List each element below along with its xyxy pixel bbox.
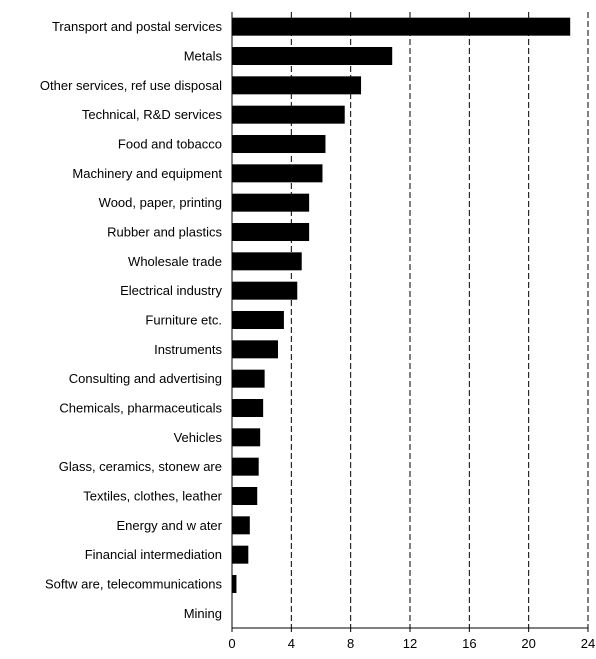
x-tick-label: 8 [347, 636, 354, 651]
bar [232, 135, 326, 153]
gridlines [290, 12, 589, 628]
bar [232, 17, 571, 36]
bar [232, 105, 345, 124]
category-labels: Transport and postal services Metals Other… [40, 19, 223, 621]
x-tick-label: 16 [462, 636, 476, 651]
bar [232, 47, 393, 65]
category-label: Electrical industry [120, 283, 222, 298]
x-tick-label: 12 [403, 636, 417, 651]
category-label: Instruments [154, 342, 222, 357]
category-label: Rubber and plastics [107, 225, 222, 240]
bar [232, 252, 302, 271]
x-tick-label: 20 [521, 636, 535, 651]
category-label: Food and tobacco [118, 137, 222, 152]
bar [232, 428, 261, 447]
category-label: Textiles, clothes, leather [83, 489, 222, 504]
category-label: Mining [184, 606, 222, 621]
bar [232, 457, 259, 476]
bar [232, 76, 362, 95]
category-label: Financial intermediation [85, 547, 222, 562]
x-tick-label: 0 [228, 636, 235, 651]
bar [232, 281, 298, 300]
category-label: Other services, ref use disposal [40, 78, 222, 93]
category-label: Machinery and equipment [72, 166, 222, 181]
bar [232, 487, 258, 505]
category-label: Vehicles [174, 430, 223, 445]
category-label: Wood, paper, printing [99, 195, 222, 210]
category-label: Metals [184, 49, 223, 64]
category-label: Consulting and advertising [69, 371, 222, 386]
bar [232, 164, 323, 183]
category-label: Furniture etc. [145, 313, 222, 328]
category-label: Chemicals, pharmaceuticals [59, 401, 222, 416]
bar [232, 223, 310, 241]
bar [232, 516, 250, 535]
category-label: Softw are, telecommunications [45, 577, 223, 592]
category-label: Glass, ceramics, stonew are [59, 459, 222, 474]
x-tick-label: 4 [288, 636, 295, 651]
category-label: Transport and postal services [52, 19, 223, 34]
x-tick-label: 24 [581, 636, 595, 651]
bar [232, 575, 237, 593]
bar [232, 193, 310, 212]
bar [232, 369, 265, 388]
category-label: Wholesale trade [128, 254, 222, 269]
category-label: Energy and w ater [116, 518, 222, 533]
x-axis: 0 4 8 12 16 20 24 [228, 12, 595, 651]
bar [232, 340, 278, 359]
bars [232, 17, 571, 593]
category-label: Technical, R&D services [82, 107, 223, 122]
bar [232, 545, 249, 564]
bar [232, 311, 284, 329]
bar [232, 399, 264, 417]
